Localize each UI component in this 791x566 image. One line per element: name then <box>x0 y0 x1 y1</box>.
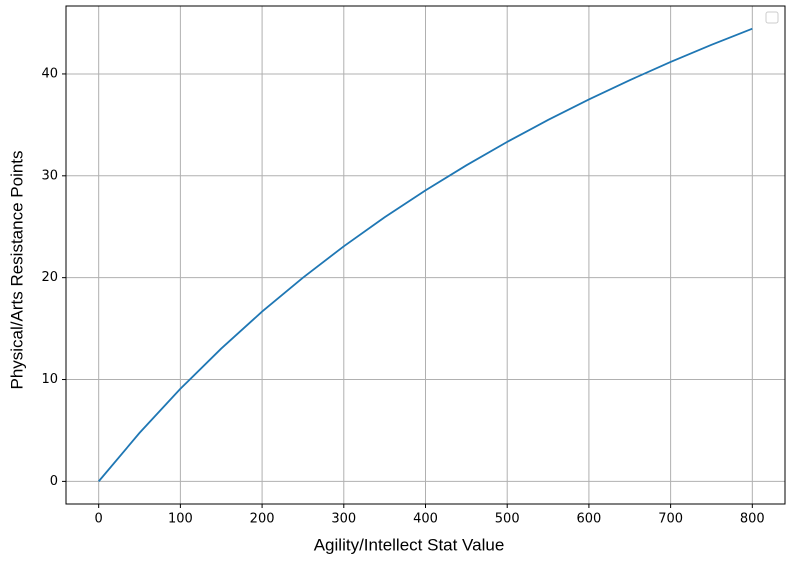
data <box>97 27 753 482</box>
x-tick-label: 0 <box>95 512 103 527</box>
y-tick-label: 30 <box>41 168 58 183</box>
x-tick-label: 200 <box>250 512 275 527</box>
x-tick-label: 100 <box>168 512 193 527</box>
x-tick-label: 700 <box>658 512 683 527</box>
y-tick-label: 10 <box>41 372 58 387</box>
x-tick-label: 600 <box>576 512 601 527</box>
x-tick-label: 800 <box>740 512 765 527</box>
y-axis-title: Physical/Arts Resistance Points <box>7 150 26 389</box>
data-line <box>97 27 753 482</box>
y-tick-label: 0 <box>50 474 58 489</box>
x-axis-title: Agility/Intellect Stat Value <box>314 535 505 554</box>
y-tick-label: 20 <box>41 270 58 285</box>
grid <box>66 6 785 504</box>
y-tick-label: 40 <box>41 66 58 81</box>
x-tick-label: 500 <box>495 512 520 527</box>
x-tick-label: 400 <box>413 512 438 527</box>
legend <box>765 11 779 24</box>
x-tick-label: 300 <box>331 512 356 527</box>
